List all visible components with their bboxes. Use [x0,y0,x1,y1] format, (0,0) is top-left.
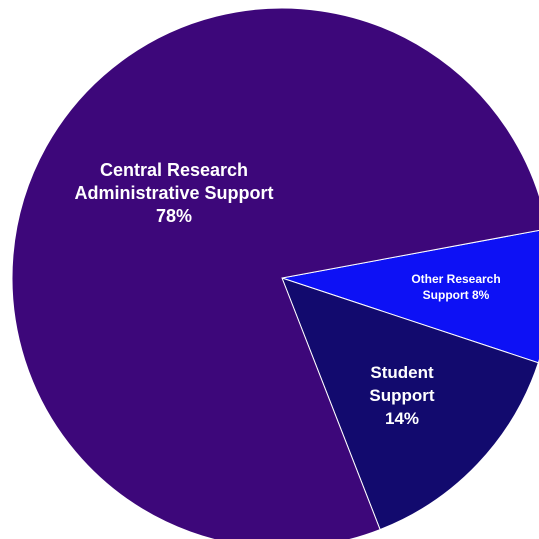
slice-label-line: Support 8% [423,288,490,302]
slice-label-2: Central Research Administrative Support 78… [74,160,273,226]
pie-slice-1 [281,277,539,531]
pie-slice-2 [11,7,539,539]
slice-label-line: 78% [156,206,192,226]
slice-label-line: Central Research [100,160,248,180]
slice-label-line: Administrative Support [74,183,273,203]
slice-label-line: 14% [385,409,419,428]
slice-label-line: Student [370,363,434,382]
slice-label-line: Other Research [411,272,500,286]
slice-label-line: Support [369,386,434,405]
pie-slice-0 [281,229,539,364]
slice-label-0: Other Research Support 8% [411,272,500,302]
slice-label-1: Student Support 14% [369,363,434,428]
